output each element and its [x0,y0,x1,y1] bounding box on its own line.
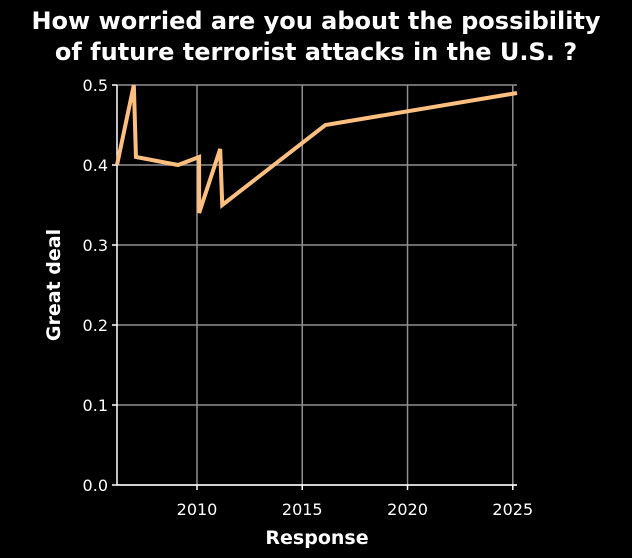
x-tick-label: 2020 [387,500,428,519]
y-axis-label: Great deal [43,229,65,341]
series-layer [115,84,518,214]
y-tick-label: 0.4 [83,156,108,175]
axes [112,84,517,490]
x-tick-label: 2010 [177,500,218,519]
y-tick-label: 0.5 [83,76,108,95]
tick-labels: 0.0 0.1 0.2 0.3 0.4 0.5 2010 2015 2020 2025 [83,76,534,519]
x-tick-label: 2025 [492,500,533,519]
series-line [115,84,518,214]
x-axis-label: Response [265,527,368,549]
y-tick-label: 0.0 [83,476,108,495]
x-tick-label: 2015 [282,500,323,519]
grid-lines [117,84,517,486]
chart-title-line-1: How worried are you about the possibilit… [31,7,600,35]
y-tick-label: 0.2 [83,316,108,335]
y-tick-label: 0.1 [83,396,108,415]
chart-title-line-2: of future terrorist attacks in the U.S. … [55,38,577,66]
y-tick-label: 0.3 [83,236,108,255]
plot-area [117,85,517,485]
